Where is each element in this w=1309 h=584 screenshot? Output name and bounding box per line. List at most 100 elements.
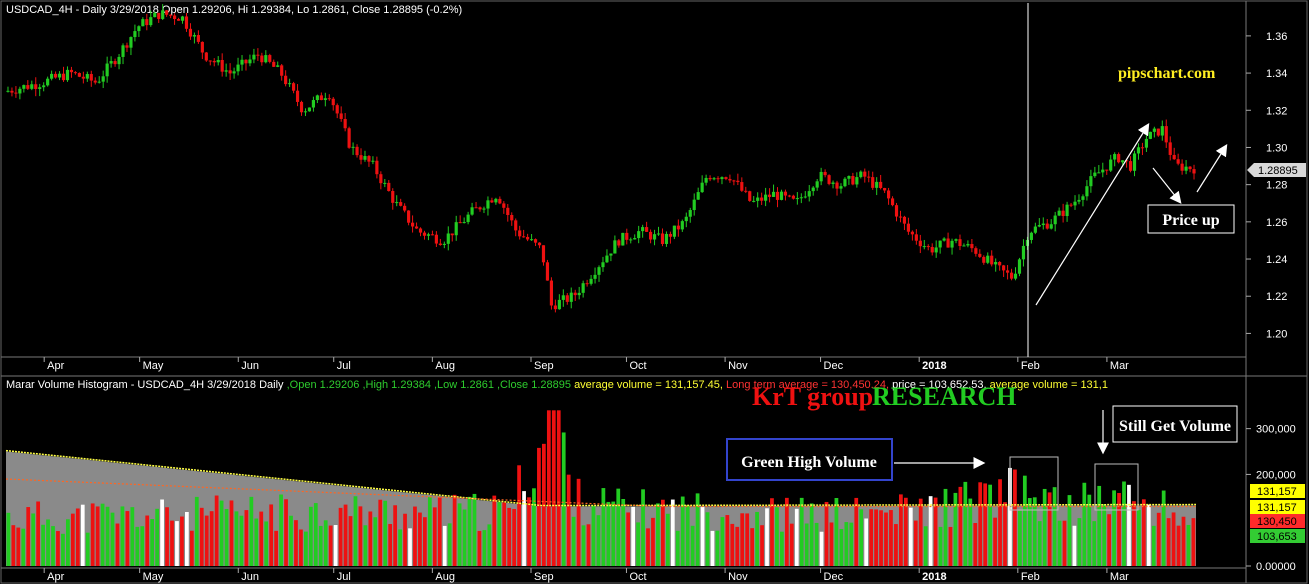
volume-highlight-feb — [1009, 456, 1059, 511]
volume-bar — [209, 511, 214, 566]
volume-bar — [824, 501, 829, 566]
candle-body — [1128, 161, 1133, 171]
volume-bar — [780, 531, 784, 566]
month-label: Sep — [534, 360, 554, 372]
candle-body — [450, 233, 454, 236]
volume-bar — [517, 465, 521, 566]
volume-bar — [259, 511, 264, 566]
month-label: Dec — [824, 571, 844, 583]
volume-bar — [100, 503, 105, 566]
volume-bar — [1151, 525, 1156, 566]
volume-bar — [249, 496, 254, 566]
candle-body — [284, 75, 288, 85]
volume-value-tag-label: 131,157 — [1257, 486, 1297, 498]
volume-bar — [175, 521, 179, 566]
candle-body — [894, 205, 899, 217]
volume-bar — [903, 497, 908, 566]
volume-bar — [794, 508, 799, 566]
volume-bar — [685, 505, 690, 566]
candle-body — [220, 59, 224, 72]
candle-body — [264, 55, 268, 63]
price-up-label: Price up — [1162, 212, 1219, 229]
volume-bar — [447, 523, 452, 566]
volume-bar — [41, 524, 45, 566]
candle-body — [1057, 210, 1061, 216]
candle-body — [561, 295, 565, 300]
candle-body — [240, 59, 244, 65]
volume-bar — [859, 509, 864, 566]
volume-bar — [11, 525, 16, 566]
candle-body — [581, 283, 585, 293]
price-y-tick-label: 1.20 — [1266, 328, 1287, 340]
candle-body — [609, 253, 613, 256]
volume-bar — [115, 523, 120, 566]
candle-body — [1041, 223, 1045, 226]
current-price-tag: 1.28895 — [1247, 163, 1306, 177]
volume-bar — [641, 489, 645, 566]
candle-body — [637, 231, 641, 239]
volume-bar — [1117, 492, 1121, 566]
volume-bar — [497, 502, 502, 566]
volume-bar — [279, 494, 283, 566]
candle-body — [498, 198, 502, 204]
volume-bar — [36, 501, 41, 566]
volume-bar — [323, 520, 328, 566]
month-label: May — [143, 360, 164, 372]
volume-bar — [745, 513, 750, 566]
volume-bar — [933, 497, 938, 566]
candle-body — [1117, 154, 1121, 163]
brand-research: RESEARCH — [872, 382, 1016, 411]
volume-bar — [968, 498, 973, 566]
candle-body — [502, 203, 506, 208]
volume-bar — [1032, 497, 1037, 566]
candle-body — [494, 198, 498, 203]
candle-body — [1192, 169, 1196, 174]
candle-body — [335, 105, 339, 114]
candle-body — [541, 245, 546, 263]
volume-value-tag-label: 103,653 — [1257, 531, 1297, 543]
candle-body — [30, 84, 34, 89]
candle-body — [1009, 272, 1014, 279]
volume-bar — [264, 521, 269, 566]
volume-bar — [819, 531, 824, 566]
volume-bar — [551, 410, 556, 566]
volume-bar — [1112, 490, 1116, 566]
candle-body — [779, 191, 784, 200]
candle-body — [184, 16, 189, 29]
candle-body — [1168, 142, 1172, 155]
candle-body — [506, 207, 510, 216]
volume-bar — [1122, 481, 1126, 566]
candle-body — [422, 232, 427, 236]
volume-bar — [383, 500, 388, 566]
candle-body — [1033, 226, 1037, 233]
volume-bar — [130, 507, 135, 566]
volume-bar — [348, 516, 353, 566]
candle-body — [803, 196, 807, 198]
volume-bar — [695, 493, 700, 566]
candle-body — [1124, 160, 1129, 162]
candle-body — [458, 222, 462, 224]
price-y-tick-label: 1.24 — [1266, 254, 1287, 266]
volume-bar — [670, 499, 675, 566]
volume-bar — [730, 523, 735, 566]
candle-body — [573, 292, 577, 296]
volume-bar — [532, 488, 536, 566]
volume-bar — [328, 525, 333, 566]
candle-body — [625, 232, 629, 240]
candle-body — [323, 98, 327, 101]
volume-bar — [1102, 504, 1107, 566]
candle-body — [708, 177, 712, 180]
candle-body — [748, 191, 752, 201]
still-get-volume-label: Still Get Volume — [1119, 418, 1231, 435]
month-label: Feb — [1021, 571, 1040, 583]
volume-bar — [829, 522, 834, 566]
candle-body — [771, 191, 776, 197]
volume-bar — [1082, 482, 1087, 566]
candle-body — [157, 12, 161, 19]
volume-bar — [145, 515, 150, 566]
volume-bar — [710, 530, 715, 566]
volume-y-tick-label: 0.00000 — [1256, 561, 1296, 573]
volume-bar — [1037, 521, 1042, 566]
volume-bar — [170, 520, 174, 566]
